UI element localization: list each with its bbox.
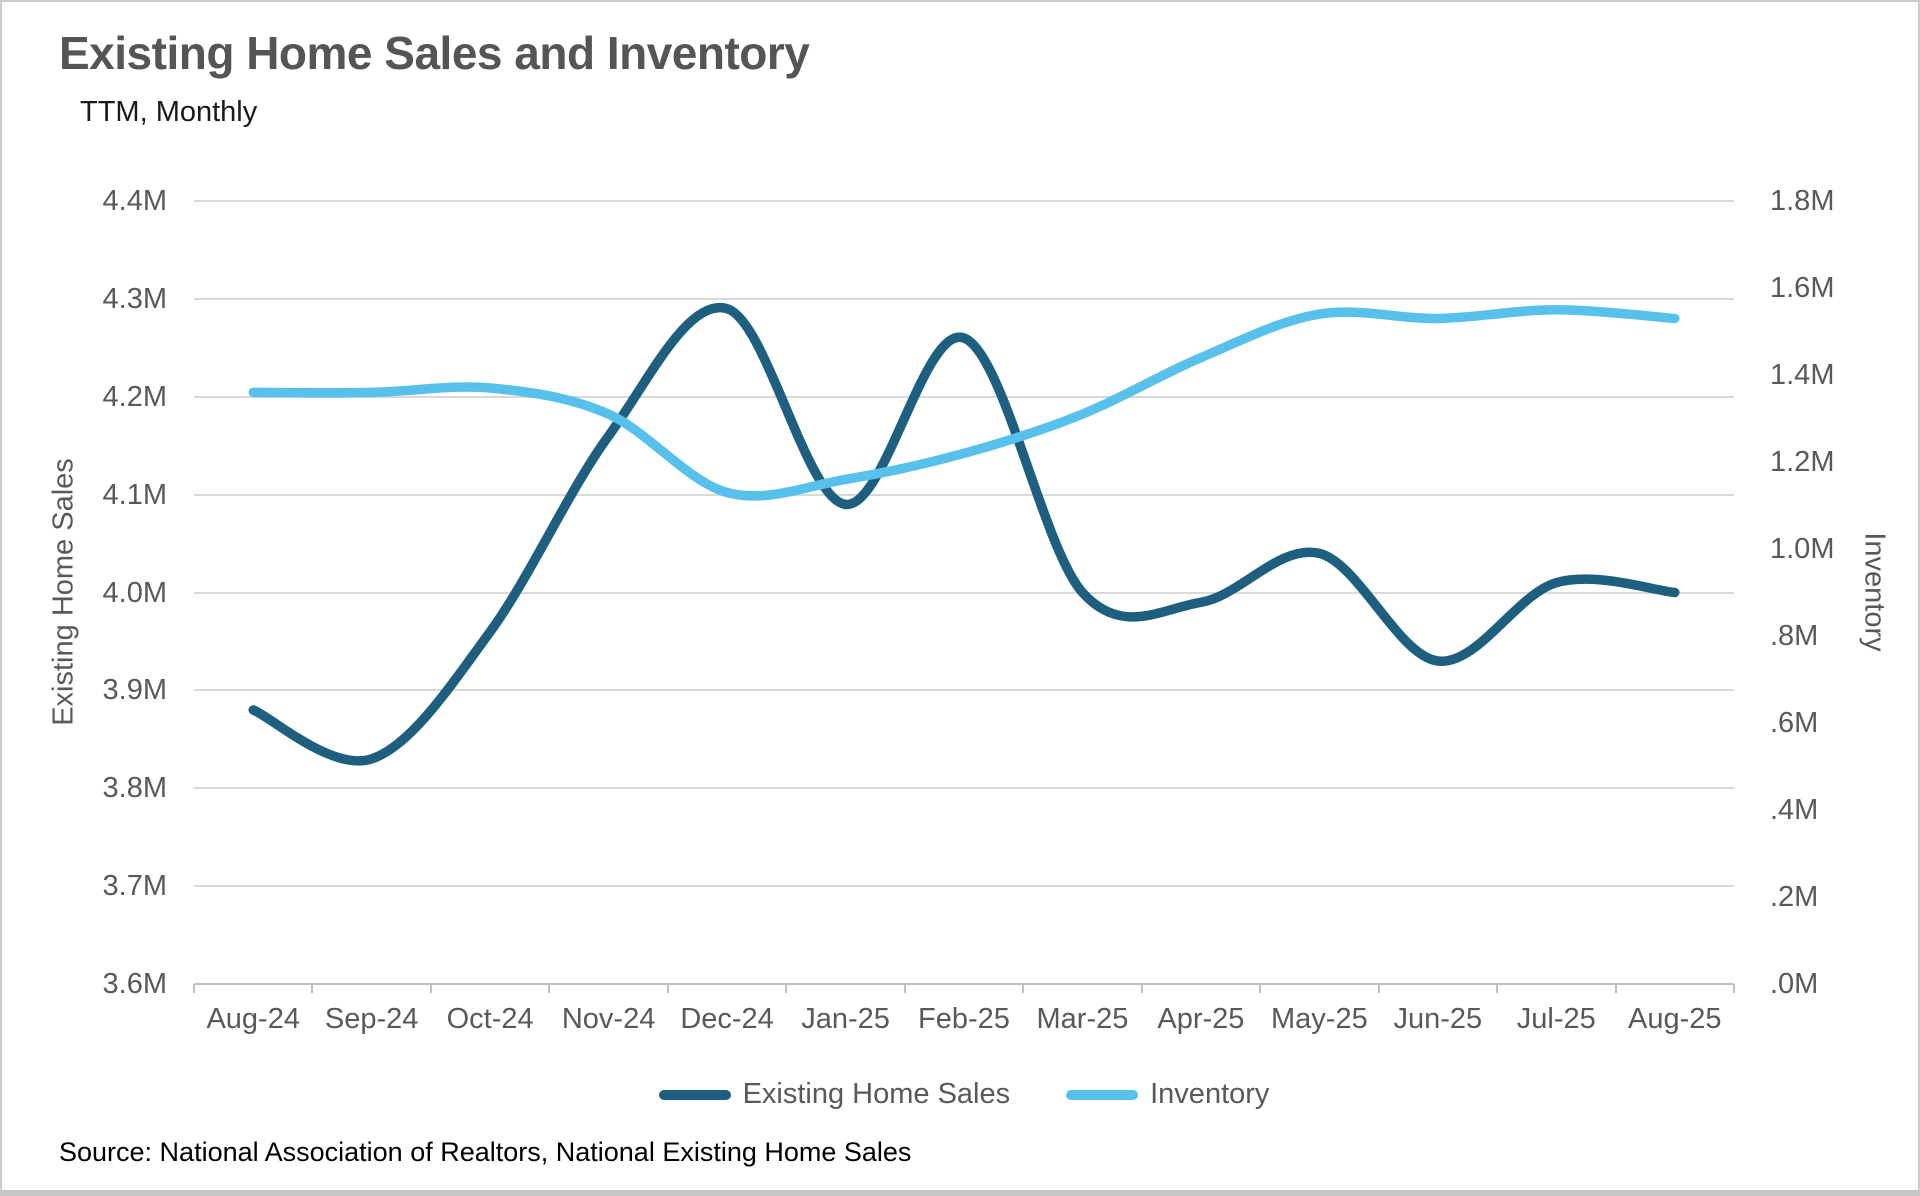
source-note: Source: National Association of Realtors…	[59, 1137, 912, 1167]
right-axis-tick-label: .6M	[1770, 707, 1819, 739]
x-axis-tick-mark	[193, 984, 195, 993]
x-axis-tick-label: Mar-25	[1036, 1003, 1129, 1035]
right-axis-tick-label: .4M	[1770, 794, 1819, 826]
legend-item: Inventory	[1066, 1078, 1269, 1111]
x-axis-tick-mark	[1022, 984, 1025, 993]
x-axis-tick-mark	[666, 984, 669, 993]
legend-line-swatch	[658, 1089, 731, 1100]
gridline	[194, 297, 1734, 300]
gridline	[194, 200, 1734, 202]
legend-label: Existing Home Sales	[742, 1078, 1011, 1110]
left-axis-tick-label: 4.2M	[102, 380, 167, 413]
right-axis-tick-label: .2M	[1770, 881, 1819, 913]
chart-subtitle: TTM, Monthly	[80, 96, 258, 128]
legend-line-swatch	[1066, 1089, 1139, 1100]
x-axis-tick-mark	[1733, 984, 1735, 993]
left-axis-tick-label: 4.4M	[102, 185, 167, 217]
left-axis-title: Existing Home Sales	[47, 458, 80, 726]
x-axis-tick-mark	[1377, 984, 1380, 993]
x-axis-tick-label: Jun-25	[1393, 1003, 1483, 1035]
gridline	[194, 885, 1734, 888]
x-axis-tick-label: Jul-25	[1516, 1003, 1596, 1035]
x-axis-tick-label: Feb-25	[918, 1003, 1010, 1035]
left-axis-tick-label: 3.7M	[102, 870, 167, 903]
gridline	[194, 591, 1734, 594]
x-axis-tick-label: Oct-24	[446, 1003, 534, 1035]
right-axis-tick-label: .0M	[1770, 968, 1819, 1000]
right-axis-tick-label: 1.2M	[1770, 446, 1835, 478]
x-axis-tick-label: Dec-24	[680, 1003, 774, 1035]
left-axis-tick-label: 4.1M	[102, 478, 167, 511]
left-axis-tick-label: 3.8M	[102, 772, 167, 805]
x-axis-tick-label: Aug-25	[1628, 1003, 1722, 1035]
x-axis-tick-mark	[1140, 984, 1143, 993]
x-axis-tick-mark	[1496, 984, 1499, 993]
gridline	[194, 395, 1734, 398]
right-axis-title: Inventory	[1858, 532, 1891, 652]
chart-title: Existing Home Sales and Inventory	[59, 27, 810, 79]
x-axis-tick-mark	[311, 984, 314, 993]
right-axis-tick-label: 1.6M	[1770, 272, 1835, 304]
x-axis-tick-label: May-25	[1271, 1003, 1368, 1035]
legend: Existing Home Sales Inventory	[194, 1078, 1734, 1111]
sales-line	[248, 302, 1680, 766]
legend-label: Inventory	[1150, 1078, 1270, 1110]
x-axis-tick-mark	[903, 984, 906, 993]
left-axis-tick-label: 4.0M	[102, 576, 167, 609]
right-axis-tick-label: 1.0M	[1770, 533, 1835, 565]
left-axis-tick-label: 3.9M	[102, 674, 167, 707]
right-axis-tick-label: 1.4M	[1770, 359, 1835, 391]
x-axis-tick-label: Aug-24	[206, 1003, 300, 1035]
x-axis-tick-mark	[1259, 984, 1262, 993]
x-axis-tick-label: Nov-24	[561, 1003, 656, 1035]
x-axis-line	[194, 983, 1734, 985]
x-axis-tick-label: Apr-25	[1157, 1003, 1245, 1035]
gridline	[194, 689, 1734, 692]
gridline	[194, 493, 1734, 496]
gridline	[194, 787, 1734, 790]
x-axis-tick-mark	[429, 984, 432, 993]
left-axis-tick-label: 3.6M	[102, 968, 167, 1000]
inventory-line	[248, 305, 1680, 501]
x-axis-tick-label: Sep-24	[324, 1003, 419, 1035]
x-axis-tick-mark	[1614, 984, 1617, 993]
x-axis-tick-label: Jan-25	[801, 1003, 890, 1035]
right-axis-tick-label: 1.8M	[1770, 185, 1835, 217]
left-axis-tick-label: 4.3M	[102, 282, 167, 315]
x-axis-tick-mark	[785, 984, 788, 993]
right-axis-tick-label: .8M	[1770, 620, 1819, 652]
legend-item: Existing Home Sales	[658, 1078, 1011, 1111]
x-axis-tick-mark	[548, 984, 551, 993]
